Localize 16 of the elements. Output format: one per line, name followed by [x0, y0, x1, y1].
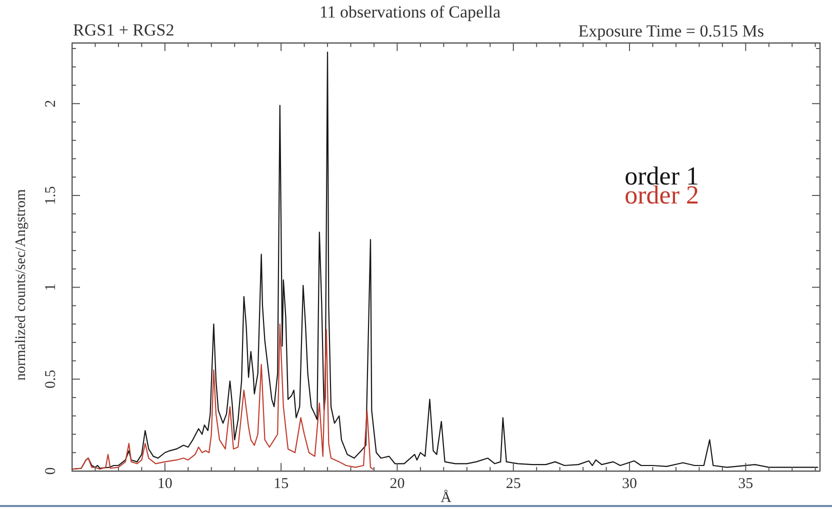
- chart-title: 11 observations of Capella: [319, 2, 502, 22]
- x-axis-title: Å: [440, 488, 452, 506]
- y-tick-label: 0: [42, 467, 59, 475]
- x-tick-label: 20: [390, 476, 405, 492]
- x-tick-label: 25: [506, 476, 521, 492]
- x-tick-label: 15: [274, 476, 289, 492]
- x-tick-label: 10: [157, 476, 172, 492]
- text: RGS1 + RGS2: [73, 20, 174, 40]
- y-tick-label: 1: [42, 284, 59, 292]
- y-tick-label: 1.5: [42, 186, 59, 205]
- x-tick-label: 30: [622, 476, 638, 492]
- y-tick-label: 2: [42, 100, 59, 108]
- y-axis-title: normalized counts/sec/Angstrom: [12, 188, 29, 380]
- y-tick-label: 0.5: [42, 370, 59, 389]
- text: Exposure Time = 0.515 Ms: [578, 21, 764, 40]
- x-tick-label: 35: [738, 476, 754, 492]
